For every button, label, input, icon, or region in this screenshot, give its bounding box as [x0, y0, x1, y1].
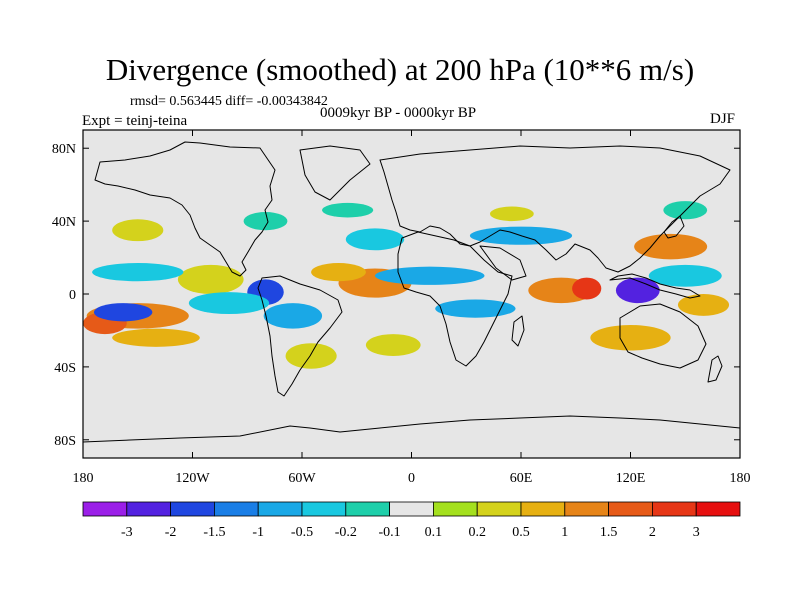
colorbar-label: -2 [165, 525, 177, 540]
positive-anomaly-5 [112, 328, 200, 347]
coastline-eurasia [379, 145, 731, 273]
y-tick-label: 40S [54, 361, 76, 376]
colorbar-label: -1 [252, 525, 264, 540]
positive-anomaly-14 [112, 219, 164, 242]
colorbar-swatch [476, 501, 522, 517]
colorbar-label: -1.5 [203, 525, 225, 540]
colorbar-swatch [82, 501, 128, 517]
negative-anomaly-28 [243, 212, 288, 231]
colorbar-label: 0.5 [512, 525, 530, 540]
chart-title: Divergence (smoothed) at 200 hPa (10**6 … [105, 52, 695, 87]
colorbar-label: 1 [561, 525, 568, 540]
colorbar-swatch [520, 501, 566, 517]
experiment-label: Expt = teinj-teina [82, 113, 188, 129]
positive-anomaly-1 [177, 264, 244, 294]
negative-anomaly-19 [375, 266, 485, 285]
x-tick-label: 0 [408, 471, 415, 486]
coastline-japan [663, 215, 685, 239]
coastline-south-america [257, 275, 343, 397]
y-tick-label: 40N [52, 215, 76, 230]
colorbar-swatch [126, 501, 172, 517]
positive-anomaly-9 [590, 324, 671, 351]
coastline-north-america [94, 141, 276, 277]
coastline-greenland [299, 145, 371, 201]
positive-anomaly-7 [572, 277, 602, 300]
x-tick-label: 180 [730, 471, 751, 486]
season-label: DJF [710, 111, 736, 127]
colorbar-label: 0.1 [425, 525, 443, 540]
axes-layer: 180 120W 60W 0 60E 120E 180 80N 40N 0 40S 80S [52, 130, 751, 486]
colorbar-swatch [170, 501, 215, 517]
positive-anomaly-10 [677, 294, 730, 316]
colorbar-swatch [257, 501, 303, 517]
coastline-australia [619, 303, 707, 369]
negative-anomaly-25 [648, 264, 722, 287]
colorbar-label: 0.2 [468, 525, 486, 540]
colorbar-label: 3 [693, 525, 700, 540]
negative-anomaly-27 [322, 202, 374, 218]
colorbar-swatch [389, 501, 434, 517]
period-label: 0009kyr BP - 0000kyr BP [320, 105, 477, 121]
negative-anomaly-21 [188, 292, 270, 315]
colorbar-swatch [432, 501, 478, 517]
colorbar-swatch [564, 501, 609, 517]
x-tick-label: 60W [288, 471, 316, 486]
coastline-layer [83, 141, 740, 443]
negative-anomaly-22 [92, 263, 184, 282]
positive-anomaly-2 [311, 263, 366, 282]
colorbar-swatch [301, 501, 347, 517]
coastline-africa [397, 231, 513, 367]
y-tick-label: 80N [52, 142, 76, 157]
negative-anomaly-15 [615, 277, 660, 304]
colorbar-label: -0.2 [335, 525, 357, 540]
coastline-arabia [479, 245, 527, 281]
colorbar-label: -0.1 [379, 525, 401, 540]
x-tick-label: 120E [616, 471, 646, 486]
positive-anomaly-12 [285, 343, 337, 369]
colorbar-swatch [345, 501, 390, 517]
colorbar: -3 -2 -1.5 -1 -0.5 -0.2 -0.1 0.1 0.2 0.5 1 1.5 2 3 [82, 501, 741, 540]
positive-anomaly-13 [489, 206, 534, 222]
coastline-new-zealand [707, 355, 723, 383]
negative-anomaly-16 [93, 303, 153, 322]
x-tick-label: 120W [175, 471, 210, 486]
colorbar-swatch [608, 501, 653, 517]
colorbar-label: 2 [649, 525, 656, 540]
coastline-antarctica [83, 415, 740, 443]
y-tick-label: 0 [69, 288, 76, 303]
x-tick-label: 60E [510, 471, 533, 486]
x-tick-label: 180 [73, 471, 94, 486]
colorbar-swatch [213, 501, 259, 517]
negative-anomaly-20 [435, 299, 516, 318]
coastline-maritime-continent [609, 273, 701, 299]
colorbar-swatch [695, 501, 741, 517]
positive-anomaly-8 [634, 233, 708, 260]
coastline-madagascar [511, 315, 525, 347]
colorbar-label: 1.5 [600, 525, 618, 540]
colorbar-label: -0.5 [291, 525, 313, 540]
positive-anomaly-11 [365, 334, 421, 356]
rmsd-diff-stats: rmsd= 0.563445 diff= -0.00343842 [130, 94, 328, 109]
y-tick-label: 80S [54, 434, 76, 449]
colorbar-swatch [652, 501, 697, 517]
negative-anomaly-23 [345, 228, 405, 251]
divergence-field-layer [83, 201, 730, 369]
negative-anomaly-18 [263, 303, 323, 329]
colorbar-label: -3 [121, 525, 133, 540]
